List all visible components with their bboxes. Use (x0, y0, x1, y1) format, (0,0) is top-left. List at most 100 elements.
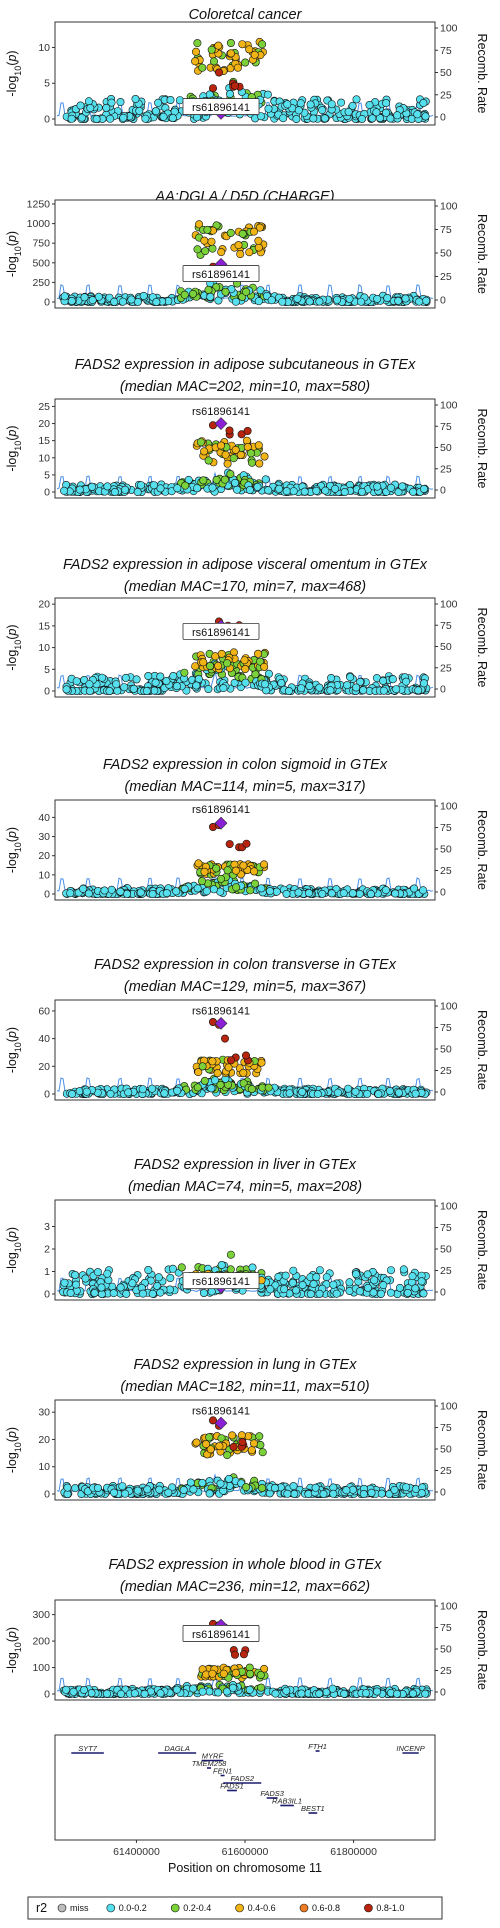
snp-point (298, 1281, 307, 1290)
panel-title: FADS2 expression in liver in GTEx (134, 1157, 357, 1173)
snp-point (313, 1090, 322, 1099)
snp-point (80, 293, 89, 302)
snp-point (159, 112, 168, 121)
y-tick-label: 100 (32, 1662, 50, 1674)
y-tick-label: 500 (32, 257, 50, 269)
y2-tick-label: 100 (440, 23, 458, 35)
legend-label: 0.2-0.4 (183, 1903, 211, 1913)
y-tick-label: 0 (44, 1489, 50, 1501)
y-tick-label: 200 (32, 1636, 50, 1648)
snp-point (212, 475, 221, 484)
y-tick-label: 20 (38, 1434, 50, 1446)
snp-point (245, 485, 254, 494)
snp-point (160, 1089, 169, 1098)
snp-point (365, 101, 374, 110)
snp-point-ld (214, 661, 223, 670)
snp-point (105, 686, 114, 695)
snp-point-ld (206, 661, 215, 670)
snp-point (374, 1090, 383, 1099)
snp-point (116, 887, 125, 896)
snp-point-ld (231, 1668, 240, 1677)
snp-point (110, 297, 119, 306)
snp-point (110, 1488, 119, 1497)
snp-point (253, 482, 262, 491)
snp-point (379, 686, 388, 695)
snp-point (81, 1274, 90, 1283)
snp-point (318, 106, 327, 115)
snp-point (169, 671, 178, 680)
snp-point (67, 114, 76, 123)
snp-point (103, 1269, 112, 1278)
y-tick-label: 25 (38, 401, 50, 413)
snp-point (135, 106, 144, 115)
legend-swatch (170, 1903, 180, 1913)
y2-tick-label: 25 (440, 1465, 452, 1477)
y2-tick-label: 50 (440, 844, 452, 856)
snp-point (204, 684, 213, 693)
snp-point (280, 1285, 289, 1294)
snp-point (386, 1266, 395, 1275)
y2-tick-label: 50 (440, 442, 452, 454)
snp-point (151, 107, 160, 116)
panel-subtitle: (median MAC=236, min=12, max=662) (120, 1579, 370, 1595)
snp-point (271, 1689, 280, 1698)
y-tick-label: 0 (44, 114, 50, 126)
snp-point (327, 673, 336, 682)
snp-point (373, 294, 382, 303)
panel-title: FADS2 expression in adipose subcutaneous… (75, 357, 416, 373)
y2-tick-label: 75 (440, 822, 452, 834)
snp-point (85, 680, 94, 689)
snp-point (120, 683, 129, 692)
y-tick-label: 0 (44, 889, 50, 901)
snp-point (116, 1283, 125, 1292)
snp-point (233, 485, 242, 494)
gene-label: RAB3IL1 (272, 1797, 302, 1806)
snp-point (297, 684, 306, 693)
snp-point (291, 1286, 300, 1295)
snp-point (140, 1689, 149, 1698)
snp-point-high-ld (242, 839, 251, 848)
snp-point-ld (260, 452, 269, 461)
y2-tick-label: 75 (440, 1422, 452, 1434)
snp-points (60, 421, 429, 496)
snp-point (226, 469, 235, 478)
snp-point (377, 1489, 386, 1498)
snp-point (264, 486, 273, 495)
snp-point-high-ld (238, 1438, 247, 1447)
snp-point (306, 1290, 315, 1299)
snp-point (332, 1289, 341, 1298)
snp-point (63, 1483, 72, 1492)
snp-point (415, 297, 424, 306)
snp-point-ld (256, 1671, 265, 1680)
snp-point (90, 1289, 99, 1298)
snp-point (143, 1485, 152, 1494)
snp-point (322, 1273, 331, 1282)
y-tick-label: 40 (38, 812, 50, 824)
snp-point (386, 483, 395, 492)
snp-point-ld (239, 1068, 248, 1077)
y-tick-label: 250 (32, 277, 50, 289)
gene-label: INCENP (396, 1744, 424, 1753)
y2-tick-label: 100 (440, 1201, 458, 1213)
lead-snp-label: rs61896141 (192, 1276, 250, 1288)
legend-swatch (106, 1903, 116, 1913)
snp-point (344, 107, 353, 116)
snp-point (413, 110, 422, 119)
snp-point (156, 1288, 165, 1297)
legend-label: 0.0-0.2 (119, 1903, 147, 1913)
snp-point (394, 296, 403, 305)
snp-point (340, 487, 349, 496)
snp-point (419, 1289, 428, 1298)
lead-snp-label: rs61896141 (192, 269, 250, 281)
snp-point (331, 484, 340, 493)
snp-point (356, 297, 365, 306)
snp-point (189, 1485, 198, 1494)
snp-point-ld (215, 1442, 224, 1451)
snp-point (355, 1287, 364, 1296)
y2-tick-label: 50 (440, 641, 452, 653)
snp-point-ld (250, 1439, 259, 1448)
y2-tick-label: 0 (440, 485, 446, 497)
snp-point (282, 889, 291, 898)
snp-point (139, 1289, 148, 1298)
panel-1: Coloretcal cancer05100255075100-log10(p)… (5, 7, 489, 126)
